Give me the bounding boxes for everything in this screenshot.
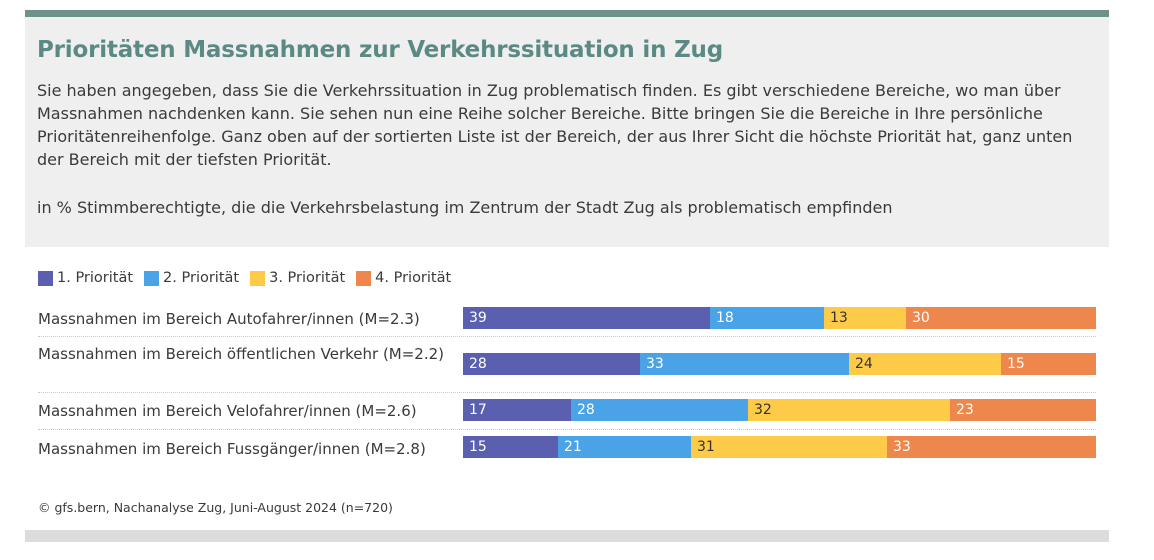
data-label: 13 xyxy=(830,310,848,326)
category-label: Massnahmen im Bereich Velofahrer/innen (… xyxy=(38,402,417,420)
row-divider xyxy=(38,392,1096,393)
legend: 1. Priorität 2. Priorität 3. Priorität 4. P… xyxy=(38,268,462,288)
data-label: 18 xyxy=(716,310,734,326)
bar-segment xyxy=(691,436,887,458)
bottom-bar xyxy=(25,530,1109,542)
bar-segment xyxy=(748,399,950,421)
bar-segment xyxy=(463,436,558,458)
source-note: © gfs.bern, Nachanalyse Zug, Juni-August… xyxy=(38,500,393,515)
category-label: Massnahmen im Bereich Autofahrer/innen (… xyxy=(38,310,420,328)
data-label: 30 xyxy=(912,310,930,326)
bar-segment xyxy=(463,307,710,329)
legend-item: 2. Priorität xyxy=(144,270,239,286)
legend-label: 2. Priorität xyxy=(163,270,240,286)
row-divider xyxy=(38,336,1096,337)
legend-item: 1. Priorität xyxy=(38,270,133,286)
legend-item: 3. Priorität xyxy=(250,270,345,286)
chart-subtitle: in % Stimmberechtigte, die die Verkehrsb… xyxy=(37,198,893,217)
bar-segment xyxy=(824,307,906,329)
data-label: 28 xyxy=(469,356,487,372)
data-label: 39 xyxy=(469,310,487,326)
data-label: 17 xyxy=(469,402,487,418)
bar-segment xyxy=(849,353,1001,375)
legend-item: 4. Priorität xyxy=(356,270,451,286)
bar-segment xyxy=(640,353,849,375)
bar-segment xyxy=(710,307,824,329)
bar-segment xyxy=(906,307,1096,329)
legend-swatch xyxy=(38,270,53,286)
bar-segment xyxy=(571,399,748,421)
data-label: 15 xyxy=(469,439,487,455)
bar-segment xyxy=(558,436,691,458)
header-panel: Prioritäten Massnahmen zur Verkehrssitua… xyxy=(25,17,1109,247)
top-accent-bar xyxy=(25,10,1109,17)
legend-label: 3. Priorität xyxy=(269,270,346,286)
legend-swatch xyxy=(250,270,266,286)
data-label: 28 xyxy=(577,402,595,418)
data-label: 23 xyxy=(956,402,974,418)
legend-label: 1. Priorität xyxy=(57,270,134,286)
question-text: Sie haben angegeben, dass Sie die Verkeh… xyxy=(37,81,1073,169)
data-label: 33 xyxy=(646,356,664,372)
bar-segment xyxy=(1001,353,1096,375)
bar-segment xyxy=(463,399,571,421)
category-label: Massnahmen im Bereich öffentlichen Verke… xyxy=(38,345,445,363)
data-label: 33 xyxy=(893,439,911,455)
data-label: 31 xyxy=(697,439,715,455)
bar-segment xyxy=(950,399,1096,421)
bar-segment xyxy=(887,436,1096,458)
category-label: Massnahmen im Bereich Fussgänger/innen (… xyxy=(38,440,426,458)
data-label: 24 xyxy=(855,356,873,372)
legend-label: 4. Priorität xyxy=(375,270,452,286)
data-label: 21 xyxy=(564,439,582,455)
data-label: 32 xyxy=(754,402,772,418)
bar-segment xyxy=(463,353,640,375)
legend-swatch xyxy=(144,270,160,286)
data-label: 15 xyxy=(1007,356,1025,372)
chart-title: Prioritäten Massnahmen zur Verkehrssitua… xyxy=(37,37,723,63)
legend-swatch xyxy=(356,270,372,286)
row-divider xyxy=(38,429,1096,430)
